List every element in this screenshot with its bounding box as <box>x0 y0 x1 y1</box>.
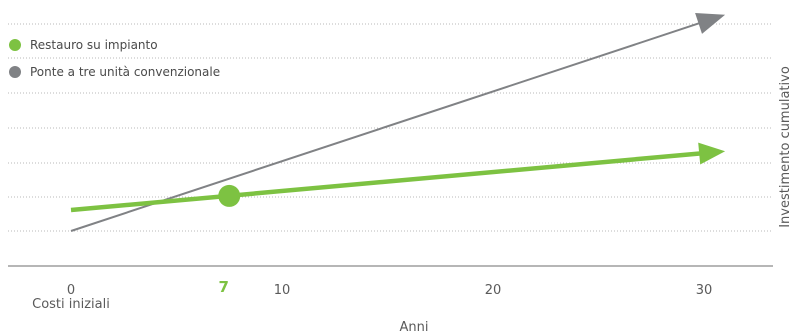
legend-item-restauro: Restauro su impianto <box>9 38 158 52</box>
y-axis-title: Investimento cumulativo <box>778 66 793 228</box>
series-layer <box>71 13 725 231</box>
x-tick-labels: 0 10 20 30 Costi iniziali 7 <box>32 278 712 312</box>
x-tick-highlight-7: 7 <box>218 278 228 296</box>
legend-item-ponte: Ponte a tre unità convenzionale <box>9 65 220 79</box>
gridlines <box>8 24 773 231</box>
series-arrowhead-ponte <box>695 13 725 34</box>
series-arrowhead-restauro <box>698 143 725 165</box>
x-tick-sublabel-costi-iniziali: Costi iniziali <box>32 297 110 312</box>
x-tick-label-20: 20 <box>485 283 502 298</box>
legend-label-ponte: Ponte a tre unità convenzionale <box>30 65 220 79</box>
x-tick-label-10: 10 <box>274 283 291 298</box>
x-tick-label-0: 0 <box>67 283 75 298</box>
series-line-restauro <box>71 153 701 210</box>
x-axis-title: Anni <box>400 320 429 335</box>
x-tick-label-30: 30 <box>696 283 713 298</box>
legend-label-restauro: Restauro su impianto <box>30 38 158 52</box>
intersection-marker <box>218 185 240 207</box>
legend-swatch-ponte <box>9 66 21 78</box>
legend-swatch-restauro <box>9 39 21 51</box>
